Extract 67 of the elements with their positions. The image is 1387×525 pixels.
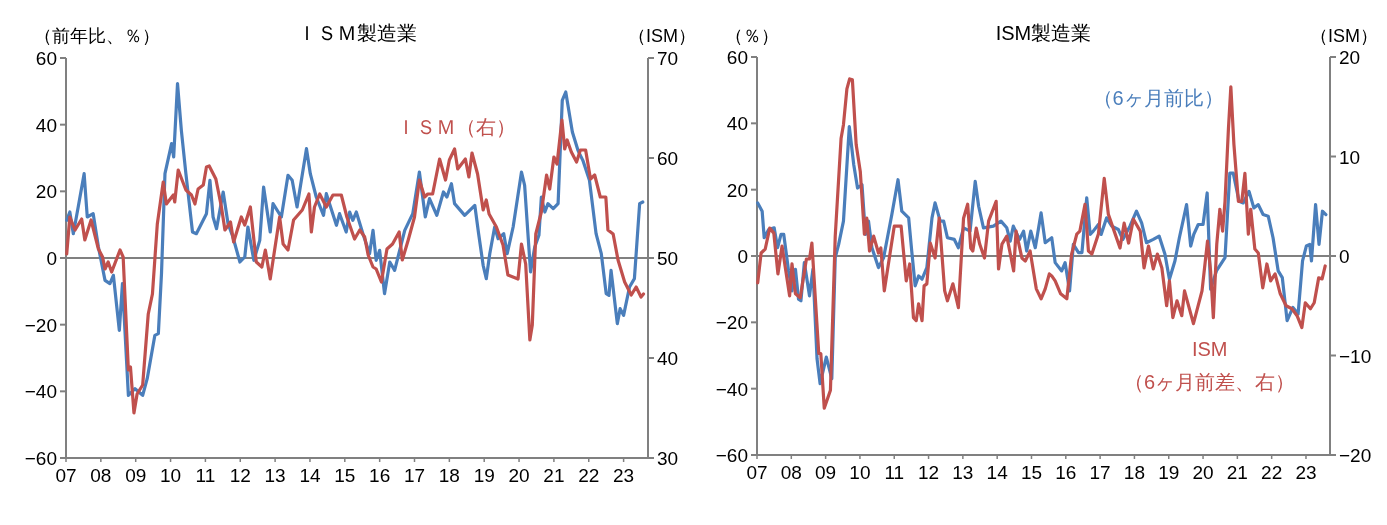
x-tick-label: 07 bbox=[55, 465, 77, 486]
y-axis-title: （前年比、％） bbox=[34, 26, 160, 46]
y-tick-label: −20 bbox=[24, 314, 57, 336]
y-axis-title: （％） bbox=[725, 26, 779, 46]
chart-title: ＩＳＭ製造業 bbox=[297, 22, 417, 44]
y-tick-label: 60 bbox=[35, 48, 57, 69]
x-tick-label: 19 bbox=[1158, 462, 1180, 483]
x-tick-label: 22 bbox=[1261, 462, 1283, 483]
x-tick-label: 14 bbox=[986, 462, 1009, 483]
y2-tick-label: 40 bbox=[657, 348, 679, 369]
y-tick-label: −20 bbox=[715, 312, 748, 334]
x-tick-label: 18 bbox=[438, 465, 460, 486]
y-tick-label: 20 bbox=[726, 179, 748, 201]
y2-tick-label: 10 bbox=[1339, 146, 1361, 168]
x-tick-label: 08 bbox=[780, 462, 802, 483]
y2-tick-label: −20 bbox=[1339, 445, 1372, 466]
y-tick-label: −60 bbox=[715, 445, 748, 466]
x-tick-label: 16 bbox=[369, 465, 391, 486]
y-tick-label: −40 bbox=[715, 378, 748, 400]
x-tick-label: 11 bbox=[195, 465, 216, 486]
y-tick-label: −60 bbox=[24, 448, 57, 469]
x-tick-label: 12 bbox=[917, 462, 940, 483]
y2-tick-label: 0 bbox=[1339, 246, 1350, 267]
y2-tick-label: 50 bbox=[657, 248, 679, 269]
x-tick-label: 08 bbox=[90, 465, 112, 486]
y2-tick-label: 60 bbox=[657, 148, 679, 169]
x-tick-label: 17 bbox=[403, 465, 426, 486]
y-tick-label: 40 bbox=[35, 114, 57, 136]
x-tick-label: 09 bbox=[125, 465, 147, 486]
x-tick-label: 09 bbox=[815, 462, 837, 483]
x-tick-label: 18 bbox=[1123, 462, 1145, 483]
y-tick-label: 20 bbox=[35, 181, 57, 203]
x-tick-label: 12 bbox=[229, 465, 251, 486]
y2-tick-label: 70 bbox=[657, 48, 679, 69]
y2-tick-label: 30 bbox=[657, 448, 679, 469]
x-tick-label: 10 bbox=[159, 465, 182, 486]
x-tick-label: 13 bbox=[264, 465, 286, 486]
x-tick-label: 07 bbox=[746, 462, 768, 483]
x-tick-label: 20 bbox=[1192, 462, 1214, 483]
chart-title: ISM製造業 bbox=[995, 22, 1092, 44]
x-tick-label: 14 bbox=[299, 465, 321, 486]
x-tick-label: 15 bbox=[1020, 462, 1043, 483]
y-tick-label: −40 bbox=[24, 381, 57, 403]
x-tick-label: 21 bbox=[543, 465, 565, 486]
y2-tick-label: −10 bbox=[1339, 345, 1372, 367]
y-tick-label: 0 bbox=[46, 248, 57, 269]
x-tick-label: 19 bbox=[473, 465, 495, 486]
series-label: ISM （6ヶ月前差、右） bbox=[1124, 337, 1296, 393]
x-tick-label: 13 bbox=[952, 462, 974, 483]
x-tick-label: 23 bbox=[613, 465, 635, 486]
x-tick-label: 11 bbox=[884, 462, 905, 483]
x-tick-label: 23 bbox=[1295, 462, 1317, 483]
x-tick-label: 17 bbox=[1089, 462, 1111, 483]
y-tick-label: 0 bbox=[737, 246, 748, 267]
text: （6ヶ月前比） bbox=[1092, 86, 1224, 109]
x-tick-label: 16 bbox=[1055, 462, 1077, 483]
x-tick-label: 22 bbox=[578, 465, 600, 486]
y-tick-label: 60 bbox=[726, 47, 748, 68]
y-tick-label: 40 bbox=[726, 113, 748, 135]
y2-axis-title: （ISM） bbox=[1309, 26, 1378, 46]
y2-axis-title: （ISM） bbox=[627, 26, 696, 46]
x-tick-label: 10 bbox=[849, 462, 871, 483]
x-tick-label: 15 bbox=[334, 465, 356, 486]
series-label: ＩＳＭ（右） bbox=[395, 116, 516, 138]
x-tick-label: 21 bbox=[1226, 462, 1248, 483]
y2-tick-label: 20 bbox=[1339, 47, 1361, 68]
x-tick-label: 20 bbox=[508, 465, 530, 486]
